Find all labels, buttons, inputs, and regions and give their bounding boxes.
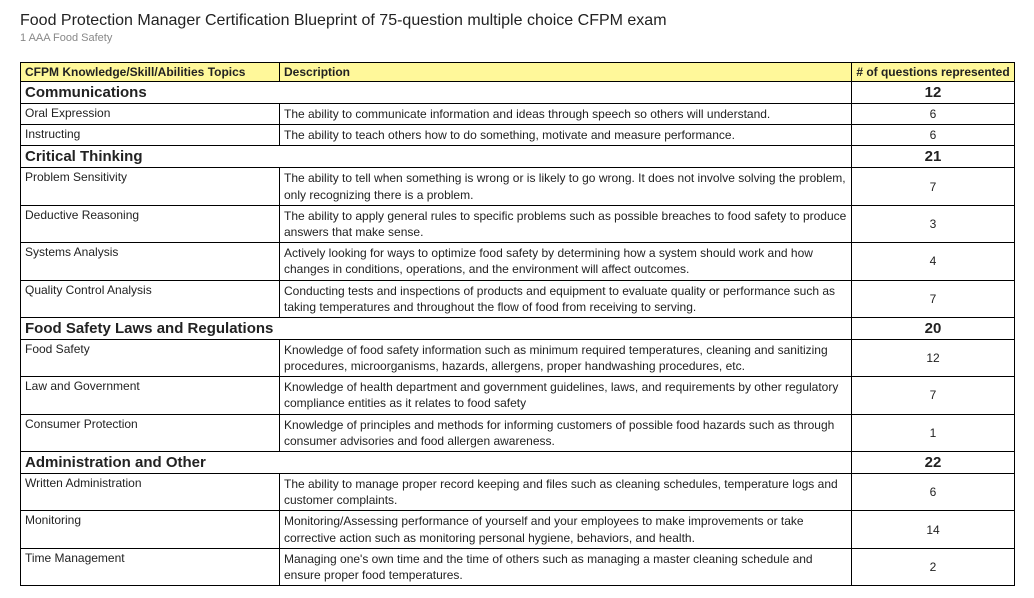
col-header-description: Description: [280, 63, 852, 82]
row-topic: Food Safety: [21, 339, 280, 376]
row-count: 6: [852, 474, 1015, 511]
row-description: Knowledge of health department and gover…: [280, 377, 852, 414]
row-topic: Monitoring: [21, 511, 280, 548]
row-description: The ability to communicate information a…: [280, 104, 852, 125]
row-count: 6: [852, 125, 1015, 146]
row-count: 7: [852, 377, 1015, 414]
section-title: Critical Thinking: [21, 146, 852, 168]
row-topic: Instructing: [21, 125, 280, 146]
row-description: Knowledge of principles and methods for …: [280, 414, 852, 451]
section-title: Communications: [21, 82, 852, 104]
row-description: Knowledge of food safety information suc…: [280, 339, 852, 376]
row-count: 1: [852, 414, 1015, 451]
row-description: Conducting tests and inspections of prod…: [280, 280, 852, 317]
row-topic: Deductive Reasoning: [21, 205, 280, 242]
section-header-row: Administration and Other22: [21, 452, 1015, 474]
section-header-row: Communications12: [21, 82, 1015, 104]
section-header-row: Food Safety Laws and Regulations20: [21, 317, 1015, 339]
table-header-row: CFPM Knowledge/Skill/Abilities Topics De…: [21, 63, 1015, 82]
row-topic: Systems Analysis: [21, 243, 280, 280]
table-row: Time ManagementManaging one's own time a…: [21, 548, 1015, 585]
row-topic: Oral Expression: [21, 104, 280, 125]
row-count: 14: [852, 511, 1015, 548]
table-row: Deductive ReasoningThe ability to apply …: [21, 205, 1015, 242]
row-topic: Consumer Protection: [21, 414, 280, 451]
col-header-topic: CFPM Knowledge/Skill/Abilities Topics: [21, 63, 280, 82]
row-count: 4: [852, 243, 1015, 280]
row-description: Actively looking for ways to optimize fo…: [280, 243, 852, 280]
row-description: The ability to apply general rules to sp…: [280, 205, 852, 242]
page-title: Food Protection Manager Certification Bl…: [20, 12, 1014, 30]
section-title: Food Safety Laws and Regulations: [21, 317, 852, 339]
row-topic: Problem Sensitivity: [21, 168, 280, 205]
row-count: 2: [852, 548, 1015, 585]
table-row: Problem SensitivityThe ability to tell w…: [21, 168, 1015, 205]
row-description: The ability to teach others how to do so…: [280, 125, 852, 146]
row-count: 12: [852, 339, 1015, 376]
section-total: 21: [852, 146, 1015, 168]
blueprint-table: CFPM Knowledge/Skill/Abilities Topics De…: [20, 62, 1015, 586]
row-topic: Time Management: [21, 548, 280, 585]
row-description: The ability to tell when something is wr…: [280, 168, 852, 205]
row-topic: Quality Control Analysis: [21, 280, 280, 317]
row-description: Managing one's own time and the time of …: [280, 548, 852, 585]
section-title: Administration and Other: [21, 452, 852, 474]
table-row: MonitoringMonitoring/Assessing performan…: [21, 511, 1015, 548]
row-count: 6: [852, 104, 1015, 125]
row-topic: Written Administration: [21, 474, 280, 511]
page-subtitle: 1 AAA Food Safety: [20, 32, 1014, 44]
row-description: The ability to manage proper record keep…: [280, 474, 852, 511]
row-count: 7: [852, 168, 1015, 205]
table-row: Law and GovernmentKnowledge of health de…: [21, 377, 1015, 414]
row-description: Monitoring/Assessing performance of your…: [280, 511, 852, 548]
table-row: Oral ExpressionThe ability to communicat…: [21, 104, 1015, 125]
row-count: 7: [852, 280, 1015, 317]
section-total: 20: [852, 317, 1015, 339]
table-row: Systems AnalysisActively looking for way…: [21, 243, 1015, 280]
table-row: Quality Control AnalysisConducting tests…: [21, 280, 1015, 317]
row-topic: Law and Government: [21, 377, 280, 414]
col-header-count: # of questions represented: [852, 63, 1015, 82]
table-row: Written AdministrationThe ability to man…: [21, 474, 1015, 511]
section-total: 12: [852, 82, 1015, 104]
row-count: 3: [852, 205, 1015, 242]
table-row: Consumer ProtectionKnowledge of principl…: [21, 414, 1015, 451]
section-total: 22: [852, 452, 1015, 474]
table-row: Food SafetyKnowledge of food safety info…: [21, 339, 1015, 376]
table-row: InstructingThe ability to teach others h…: [21, 125, 1015, 146]
section-header-row: Critical Thinking21: [21, 146, 1015, 168]
